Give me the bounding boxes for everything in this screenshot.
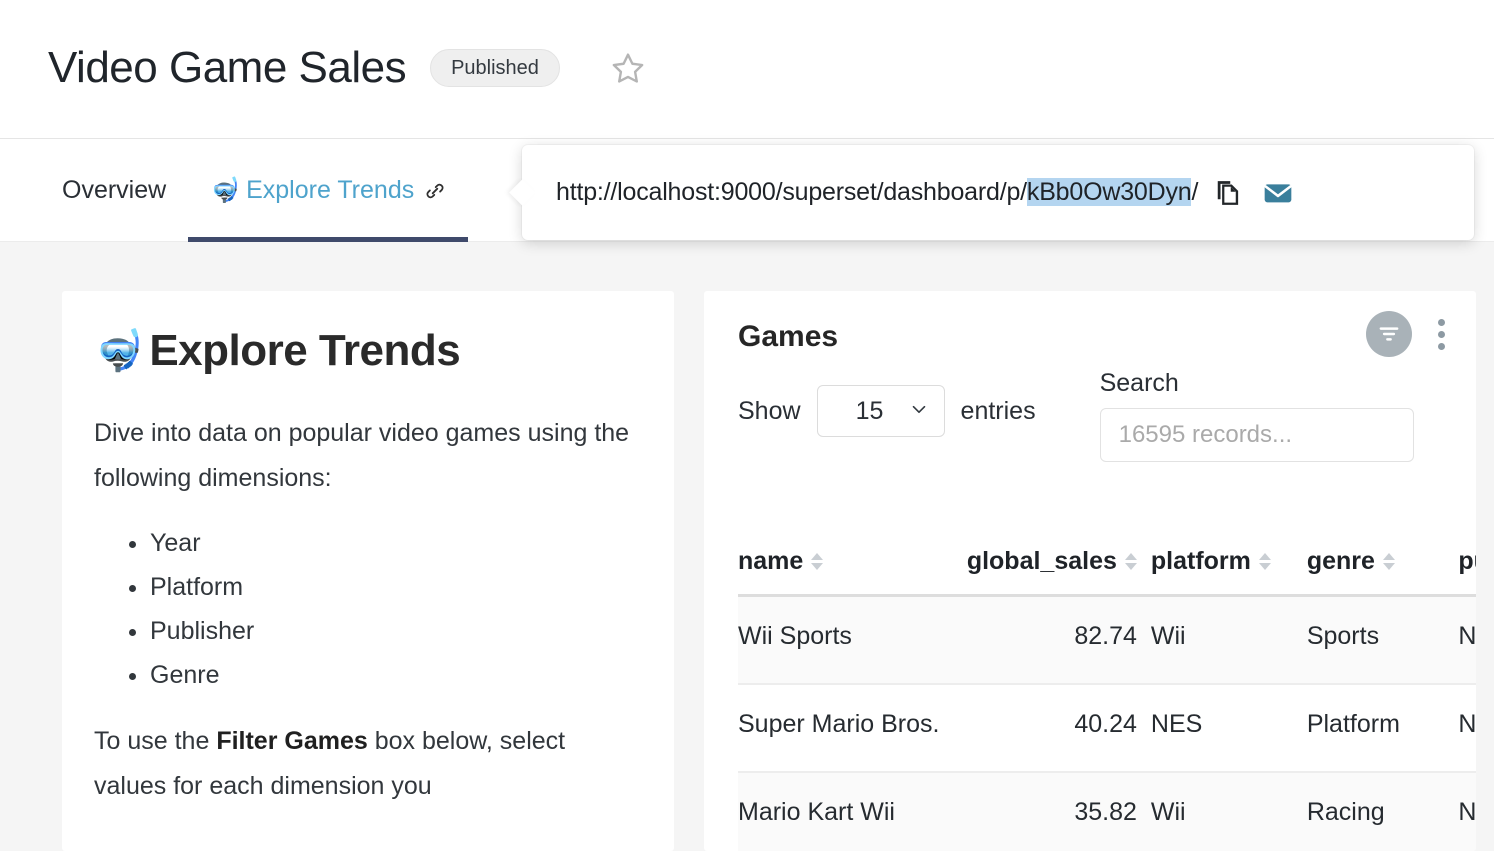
header-title-group: Video Game Sales Published (48, 40, 648, 96)
kebab-menu-icon[interactable] (1428, 311, 1454, 357)
games-table-card: Games Show 15 (704, 291, 1476, 851)
link-icon[interactable] (424, 180, 446, 202)
table-row[interactable]: Wii Sports 82.74 Wii Sports Nint (738, 596, 1476, 684)
list-item: Year (150, 521, 642, 565)
tab-overview-label: Overview (62, 176, 166, 205)
status-badge: Published (430, 49, 560, 87)
cell-genre: Racing (1307, 772, 1459, 851)
sort-icon[interactable] (1259, 553, 1271, 570)
sort-icon[interactable] (1125, 553, 1137, 570)
outro-before: To use the (94, 727, 216, 755)
tab-explore-trends[interactable]: 🤿 Explore Trends (188, 139, 468, 242)
cell-global-sales: 82.74 (951, 596, 1151, 684)
copy-icon[interactable] (1214, 178, 1244, 208)
page-size-value: 15 (832, 397, 908, 426)
column-header-platform[interactable]: platform (1151, 547, 1307, 596)
table-header-row: name global_sales (738, 547, 1476, 596)
list-item: Platform (150, 565, 642, 609)
markdown-outro: To use the Filter Games box below, selec… (94, 719, 642, 809)
markdown-intro: Dive into data on popular video games us… (94, 411, 642, 501)
column-header-genre-label: genre (1307, 547, 1375, 576)
chart-title: Games (738, 317, 1446, 357)
cell-platform: Wii (1151, 772, 1307, 851)
dashboard-body: 🤿 Explore Trends Dive into data on popul… (0, 242, 1494, 838)
markdown-heading-text: Explore Trends (149, 325, 460, 377)
star-outline-icon[interactable] (608, 48, 648, 88)
cell-genre: Sports (1307, 596, 1459, 684)
page-size-select[interactable]: 15 (817, 385, 945, 437)
url-prefix: http://localhost:9000/superset/dashboard… (556, 178, 1027, 206)
show-label: Show (738, 397, 801, 426)
cell-name: Super Mario Bros. (738, 684, 951, 772)
cell-publisher: Nint (1458, 772, 1476, 851)
search-group: Search (1100, 369, 1414, 462)
cell-global-sales: 40.24 (951, 684, 1151, 772)
column-header-publisher[interactable]: pub (1458, 547, 1476, 596)
column-header-name-label: name (738, 547, 803, 576)
column-header-publisher-label: pub (1458, 547, 1476, 576)
cell-name: Wii Sports (738, 596, 951, 684)
share-actions (1214, 177, 1294, 209)
table-body: Wii Sports 82.74 Wii Sports Nint Super M… (738, 596, 1476, 851)
cell-publisher: Nint (1458, 684, 1476, 772)
tab-list: Overview 🤿 Explore Trends (0, 139, 468, 242)
entries-label: entries (961, 397, 1036, 426)
table-row[interactable]: Super Mario Bros. 40.24 NES Platform Nin… (738, 684, 1476, 772)
search-input[interactable] (1100, 408, 1414, 462)
tab-explore-trends-label: Explore Trends (246, 176, 414, 205)
cell-publisher: Nint (1458, 596, 1476, 684)
list-item: Genre (150, 653, 642, 697)
games-table: name global_sales (738, 547, 1476, 851)
outro-strong: Filter Games (216, 727, 367, 755)
sort-icon[interactable] (1383, 553, 1395, 570)
cell-platform: Wii (1151, 596, 1307, 684)
cell-platform: NES (1151, 684, 1307, 772)
dashboard-header: Video Game Sales Published (0, 0, 1494, 139)
column-header-global-sales[interactable]: global_sales (951, 547, 1151, 596)
chevron-down-icon (908, 398, 930, 425)
column-header-platform-label: platform (1151, 547, 1251, 576)
chart-header-actions (1366, 311, 1454, 357)
url-selected-token: kBb0Ow30Dyn (1027, 178, 1192, 206)
table-row[interactable]: Mario Kart Wii 35.82 Wii Racing Nint (738, 772, 1476, 851)
games-table-scroll[interactable]: name global_sales (738, 547, 1476, 851)
list-item: Publisher (150, 609, 642, 653)
search-label: Search (1100, 369, 1414, 398)
cell-name: Mario Kart Wii (738, 772, 951, 851)
diving-mask-icon: 🤿 (210, 179, 240, 203)
column-header-name[interactable]: name (738, 547, 951, 596)
filter-icon[interactable] (1366, 311, 1412, 357)
cell-genre: Platform (1307, 684, 1459, 772)
column-header-genre[interactable]: genre (1307, 547, 1459, 596)
page-size-group: Show 15 entries (738, 385, 1036, 437)
envelope-icon[interactable] (1262, 177, 1294, 209)
share-url-text[interactable]: http://localhost:9000/superset/dashboard… (556, 178, 1198, 207)
page-title: Video Game Sales (48, 40, 406, 96)
cell-global-sales: 35.82 (951, 772, 1151, 851)
column-header-global-sales-label: global_sales (967, 547, 1117, 576)
markdown-heading: 🤿 Explore Trends (94, 325, 642, 377)
share-url-popover: http://localhost:9000/superset/dashboard… (522, 145, 1474, 240)
sort-icon[interactable] (811, 553, 823, 570)
table-controls: Show 15 entries Search (738, 369, 1446, 462)
markdown-card: 🤿 Explore Trends Dive into data on popul… (62, 291, 674, 851)
diving-mask-icon: 🤿 (94, 331, 143, 371)
dimensions-list: Year Platform Publisher Genre (94, 521, 642, 697)
url-suffix: / (1191, 178, 1198, 206)
tab-overview[interactable]: Overview (40, 139, 188, 242)
